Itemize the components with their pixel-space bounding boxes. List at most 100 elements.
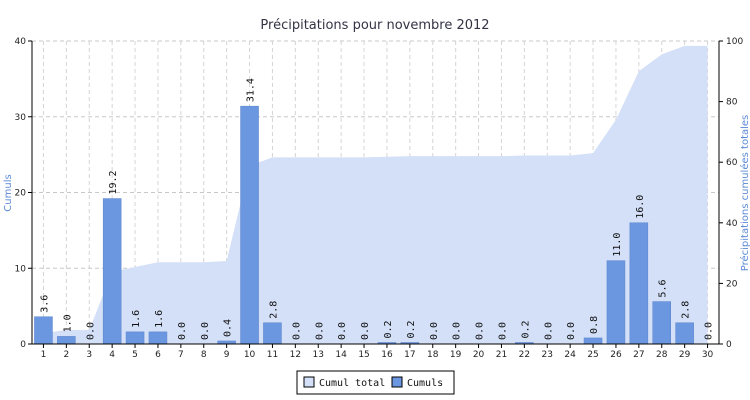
bar-label-7: 0.0 xyxy=(177,322,188,340)
legend-box xyxy=(296,370,455,395)
bar-label-8: 0.0 xyxy=(200,322,211,340)
tick-label-x: 12 xyxy=(290,350,301,360)
ticks-left: 0 10 20 30 40 xyxy=(15,37,32,350)
tick-label-x: 11 xyxy=(267,350,278,360)
bar-25 xyxy=(583,337,603,345)
tick-label-right: 20 xyxy=(726,279,738,289)
y-axis-left-label: Cumuls xyxy=(3,174,14,211)
bar-label-6: 1.6 xyxy=(154,310,165,328)
tick-label-x: 20 xyxy=(473,350,485,360)
tick-label-left: 30 xyxy=(15,113,27,123)
legend-label-cumul-total: Cumul total xyxy=(319,378,385,389)
bar-label-12: 0.0 xyxy=(291,322,302,340)
bar-label-5: 1.6 xyxy=(131,310,142,328)
bar-label-17: 0.2 xyxy=(406,320,417,338)
tick-label-x: 23 xyxy=(542,350,553,360)
bar-label-29: 2.8 xyxy=(681,301,692,319)
tick-label-x: 22 xyxy=(519,350,530,360)
tick-label-right: 60 xyxy=(726,158,738,168)
bar-label-3: 0.0 xyxy=(85,322,96,340)
bar-6 xyxy=(148,331,168,345)
bar-label-23: 0.0 xyxy=(543,322,554,340)
ticks-x: 1 2 3 4 5 6 7 8 9 10 11 12 13 14 15 16 17 18 19 20 21 22 23 24 2… xyxy=(41,344,714,360)
bar-10 xyxy=(240,105,259,345)
tick-label-left: 0 xyxy=(20,340,26,350)
area-cumul-total xyxy=(43,45,708,345)
tick-label-left: 20 xyxy=(15,189,27,199)
tick-label-x: 15 xyxy=(358,350,369,360)
bar-11 xyxy=(263,322,282,345)
bar-label-28: 5.6 xyxy=(658,280,669,298)
tick-label-x: 6 xyxy=(155,350,161,360)
tick-label-x: 1 xyxy=(41,350,47,360)
tick-label-x: 28 xyxy=(656,350,668,360)
tick-label-x: 30 xyxy=(702,350,714,360)
bar-label-25: 0.8 xyxy=(589,316,600,334)
tick-label-left: 10 xyxy=(15,264,27,274)
tick-label-x: 16 xyxy=(381,350,393,360)
bar-label-13: 0.0 xyxy=(314,322,325,340)
bar-label-10: 31.4 xyxy=(246,78,257,102)
bar-27 xyxy=(629,222,649,345)
legend-swatch-cumuls xyxy=(391,376,403,388)
bar-label-15: 0.0 xyxy=(360,322,371,340)
ticks-right: 0 20 40 60 80 100 xyxy=(719,37,743,350)
tick-label-x: 10 xyxy=(244,350,256,360)
legend-swatch-cumul-total xyxy=(303,376,315,388)
tick-label-x: 29 xyxy=(679,350,691,360)
tick-label-x: 7 xyxy=(178,350,184,360)
bar-label-16: 0.2 xyxy=(383,320,394,338)
tick-label-x: 2 xyxy=(63,350,69,360)
bar-label-1: 3.6 xyxy=(39,295,50,313)
bar-5 xyxy=(125,331,145,345)
bar-label-24: 0.0 xyxy=(566,322,577,340)
tick-label-x: 25 xyxy=(587,350,598,360)
tick-label-x: 4 xyxy=(109,350,115,360)
tick-label-right: 40 xyxy=(726,219,738,229)
tick-label-x: 18 xyxy=(427,350,439,360)
y-axis-right-label: Précipitations cumulées totales xyxy=(739,115,750,272)
bar-label-4: 19.2 xyxy=(108,170,119,194)
bar-label-22: 0.2 xyxy=(520,320,531,338)
tick-label-x: 19 xyxy=(450,350,462,360)
bar-1 xyxy=(34,316,53,345)
bar-4 xyxy=(102,198,122,345)
tick-label-x: 13 xyxy=(313,350,324,360)
bar-label-11: 2.8 xyxy=(268,301,279,319)
tick-label-x: 9 xyxy=(224,350,230,360)
tick-label-right: 80 xyxy=(726,98,738,108)
bar-label-2: 1.0 xyxy=(62,314,73,332)
legend-label-cumuls: Cumuls xyxy=(407,378,443,389)
bar-layer xyxy=(34,105,694,345)
bar-label-9: 0.4 xyxy=(223,319,234,337)
bar-label-14: 0.0 xyxy=(337,322,348,340)
bar-label-27: 16.0 xyxy=(635,195,646,219)
tick-label-right: 0 xyxy=(726,340,732,350)
tick-label-x: 14 xyxy=(335,350,347,360)
bar-28 xyxy=(652,301,671,345)
bar-label-30: 0.0 xyxy=(704,322,715,340)
tick-label-x: 3 xyxy=(86,350,92,360)
bar-labels: 3.6 1.0 0.0 19.2 1.6 1.6 0.0 0.0 0.4 31.4 2.8 0.0 0.… xyxy=(39,78,714,340)
tick-label-left: 40 xyxy=(15,37,27,47)
tick-label-x: 17 xyxy=(404,350,415,360)
bar-label-20: 0.0 xyxy=(475,322,486,340)
bar-2 xyxy=(57,336,76,345)
tick-label-x: 27 xyxy=(633,350,644,360)
tick-label-x: 24 xyxy=(564,350,576,360)
bar-label-18: 0.0 xyxy=(429,322,440,340)
area-layer xyxy=(43,45,708,345)
bar-label-26: 11.0 xyxy=(612,233,623,257)
tick-label-x: 26 xyxy=(610,350,622,360)
bar-label-19: 0.0 xyxy=(452,322,463,340)
tick-label-right: 100 xyxy=(726,37,743,47)
chart-title: Précipitations pour novembre 2012 xyxy=(260,18,489,33)
bar-29 xyxy=(675,322,694,345)
tick-label-x: 5 xyxy=(132,350,138,360)
legend: Cumul total Cumuls xyxy=(296,370,455,395)
bar-26 xyxy=(606,260,626,345)
tick-label-x: 21 xyxy=(496,350,507,360)
tick-label-x: 8 xyxy=(201,350,207,360)
bar-label-21: 0.0 xyxy=(497,322,508,340)
